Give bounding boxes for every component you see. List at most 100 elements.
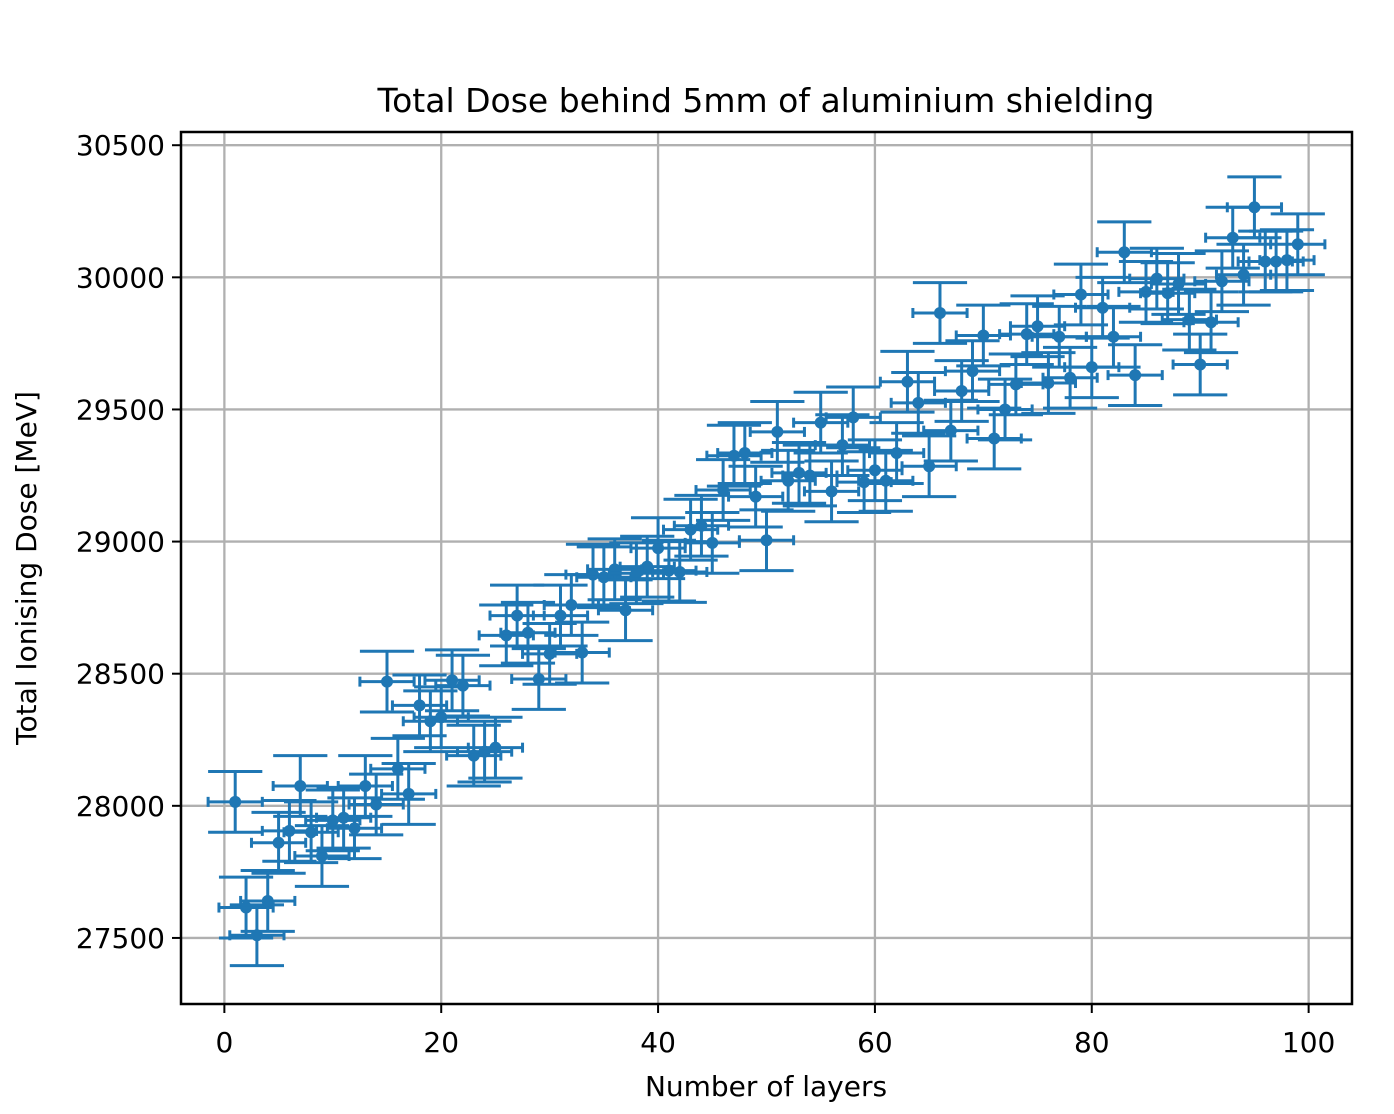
data-point (1172, 277, 1185, 290)
data-point (955, 384, 968, 397)
data-point-group (694, 458, 752, 522)
data-point-group (358, 649, 416, 714)
data-point-group (1106, 343, 1164, 407)
data-point (554, 609, 567, 622)
data-point (890, 447, 903, 460)
data-point-group (1128, 246, 1186, 311)
data-point (803, 469, 816, 482)
data-point-group (293, 824, 351, 888)
data-point (456, 679, 469, 692)
data-series (206, 175, 1327, 968)
data-point (944, 424, 957, 437)
data-point (1031, 320, 1044, 333)
data-point (1215, 275, 1228, 288)
data-point-group (802, 459, 861, 524)
data-point (695, 519, 708, 532)
data-point-group (705, 423, 763, 488)
data-point (825, 485, 838, 498)
data-point-group (596, 578, 655, 643)
y-axis-ticks: 27500 28000 28500 29000 29500 30000 30500 (76, 129, 181, 955)
data-point (706, 536, 719, 549)
data-point-group (1214, 242, 1273, 307)
data-point-group (976, 377, 1034, 442)
data-point (782, 474, 795, 487)
data-point (272, 836, 285, 849)
x-tick-label: 0 (215, 1026, 233, 1059)
data-point-group (249, 810, 308, 875)
x-tick-label: 20 (423, 1026, 459, 1059)
data-point (1118, 246, 1131, 259)
data-point-group (586, 537, 644, 602)
data-point (1020, 328, 1033, 341)
data-point (446, 674, 459, 687)
data-point (229, 795, 242, 808)
data-point-group (1182, 290, 1240, 355)
data-point (370, 798, 383, 811)
data-point-group (759, 448, 817, 513)
data-point-group (889, 370, 947, 435)
y-tick-label: 29000 (76, 526, 165, 559)
data-point-group (304, 788, 362, 853)
data-point (771, 425, 784, 438)
data-point-group (380, 762, 438, 826)
data-point (1205, 316, 1218, 329)
data-point-group (553, 620, 611, 685)
data-point-group (423, 648, 481, 713)
x-axis-ticks: 0 20 40 60 80 100 (215, 1004, 1335, 1059)
data-point (402, 787, 415, 800)
data-point-group (683, 511, 741, 575)
data-point (391, 762, 404, 775)
data-point-group (466, 715, 525, 780)
data-point-group (672, 493, 731, 558)
data-point (413, 699, 426, 712)
data-point-group (455, 719, 514, 784)
data-point (727, 449, 740, 462)
data-point (619, 604, 632, 617)
data-point (630, 567, 643, 580)
data-point (923, 460, 936, 473)
y-tick-label: 27500 (76, 922, 165, 955)
y-axis-label: Total Ionising Dose [MeV] (10, 391, 43, 746)
data-point (1194, 358, 1207, 371)
data-point (543, 647, 556, 660)
data-point (315, 850, 328, 863)
data-point-group (922, 398, 980, 463)
data-point-group (748, 400, 806, 464)
x-tick-label: 40 (640, 1026, 676, 1059)
data-point-group (369, 736, 427, 801)
data-point-group (824, 385, 882, 450)
x-axis-label: Number of layers (645, 1070, 887, 1103)
data-point-group (1095, 220, 1153, 285)
data-point (1074, 288, 1087, 301)
data-point (532, 672, 545, 685)
data-point-group (911, 281, 969, 345)
data-point (652, 542, 665, 555)
data-point-group (1171, 332, 1229, 397)
data-point (760, 534, 773, 547)
data-point (1280, 254, 1293, 267)
data-point-group (510, 647, 568, 711)
data-point (489, 741, 502, 754)
data-point (1107, 330, 1120, 343)
data-point (749, 490, 762, 503)
data-point (912, 396, 925, 409)
y-tick-label: 28000 (76, 790, 165, 823)
data-point (977, 329, 990, 342)
data-point-group (1225, 175, 1284, 240)
data-point (261, 894, 274, 907)
data-point (868, 464, 881, 477)
plot-frame (179, 130, 1354, 1006)
data-point-group (737, 508, 796, 573)
data-point (294, 780, 307, 792)
data-point (348, 822, 361, 835)
data-point-group (792, 390, 850, 455)
data-point (999, 403, 1012, 416)
x-tick-label: 100 (1282, 1026, 1335, 1059)
data-point-group (228, 903, 286, 968)
data-point (1291, 238, 1304, 251)
data-point-group (998, 302, 1056, 367)
chart-title: Total Dose behind 5mm of aluminium shiel… (377, 81, 1155, 120)
data-point-group (943, 339, 1002, 404)
data-point (1129, 369, 1142, 382)
data-point-group (900, 434, 958, 499)
